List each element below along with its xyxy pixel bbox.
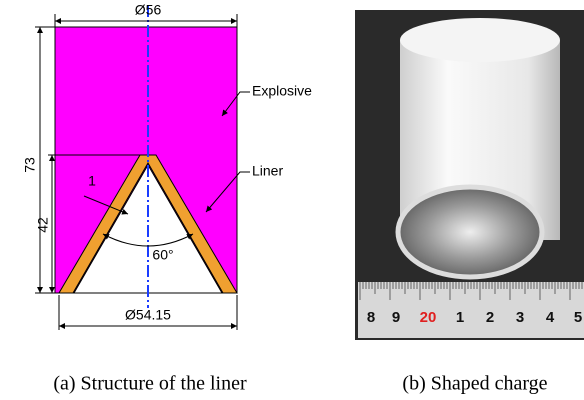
dimension-text: 42 <box>35 217 51 233</box>
dimension-text: Ø54.15 <box>125 307 171 323</box>
part-label: Explosive <box>252 83 312 99</box>
ruler-label: 20 <box>420 309 437 326</box>
ruler-label: 3 <box>516 309 524 326</box>
ruler-label: 8 <box>367 309 375 326</box>
shaped-charge-photo: 8 9 20 1 2 3 4 5 (b) Shaped charge <box>355 10 584 395</box>
ruler-label: 9 <box>392 309 400 326</box>
dimension-text: Ø56 <box>135 2 162 18</box>
caption: (b) Shaped charge <box>402 373 547 395</box>
liner-diagram: Ø56 73 42 Ø54.15 60° 1 Explosive Liner (… <box>22 2 312 395</box>
ruler-label: 4 <box>546 309 555 326</box>
ruler-label: 1 <box>456 309 464 326</box>
cylinder-opening <box>398 187 542 277</box>
figure: Ø56 73 42 Ø54.15 60° 1 Explosive Liner (… <box>0 0 584 400</box>
ruler-label: 2 <box>486 309 494 326</box>
cylinder-top <box>400 18 560 62</box>
ruler-label: 5 <box>574 309 582 326</box>
thickness-text: 1 <box>88 173 96 189</box>
part-label: Liner <box>252 163 283 179</box>
dimension-text: 73 <box>22 157 38 173</box>
caption: (a) Structure of the liner <box>53 373 247 395</box>
angle-text: 60° <box>152 247 173 263</box>
